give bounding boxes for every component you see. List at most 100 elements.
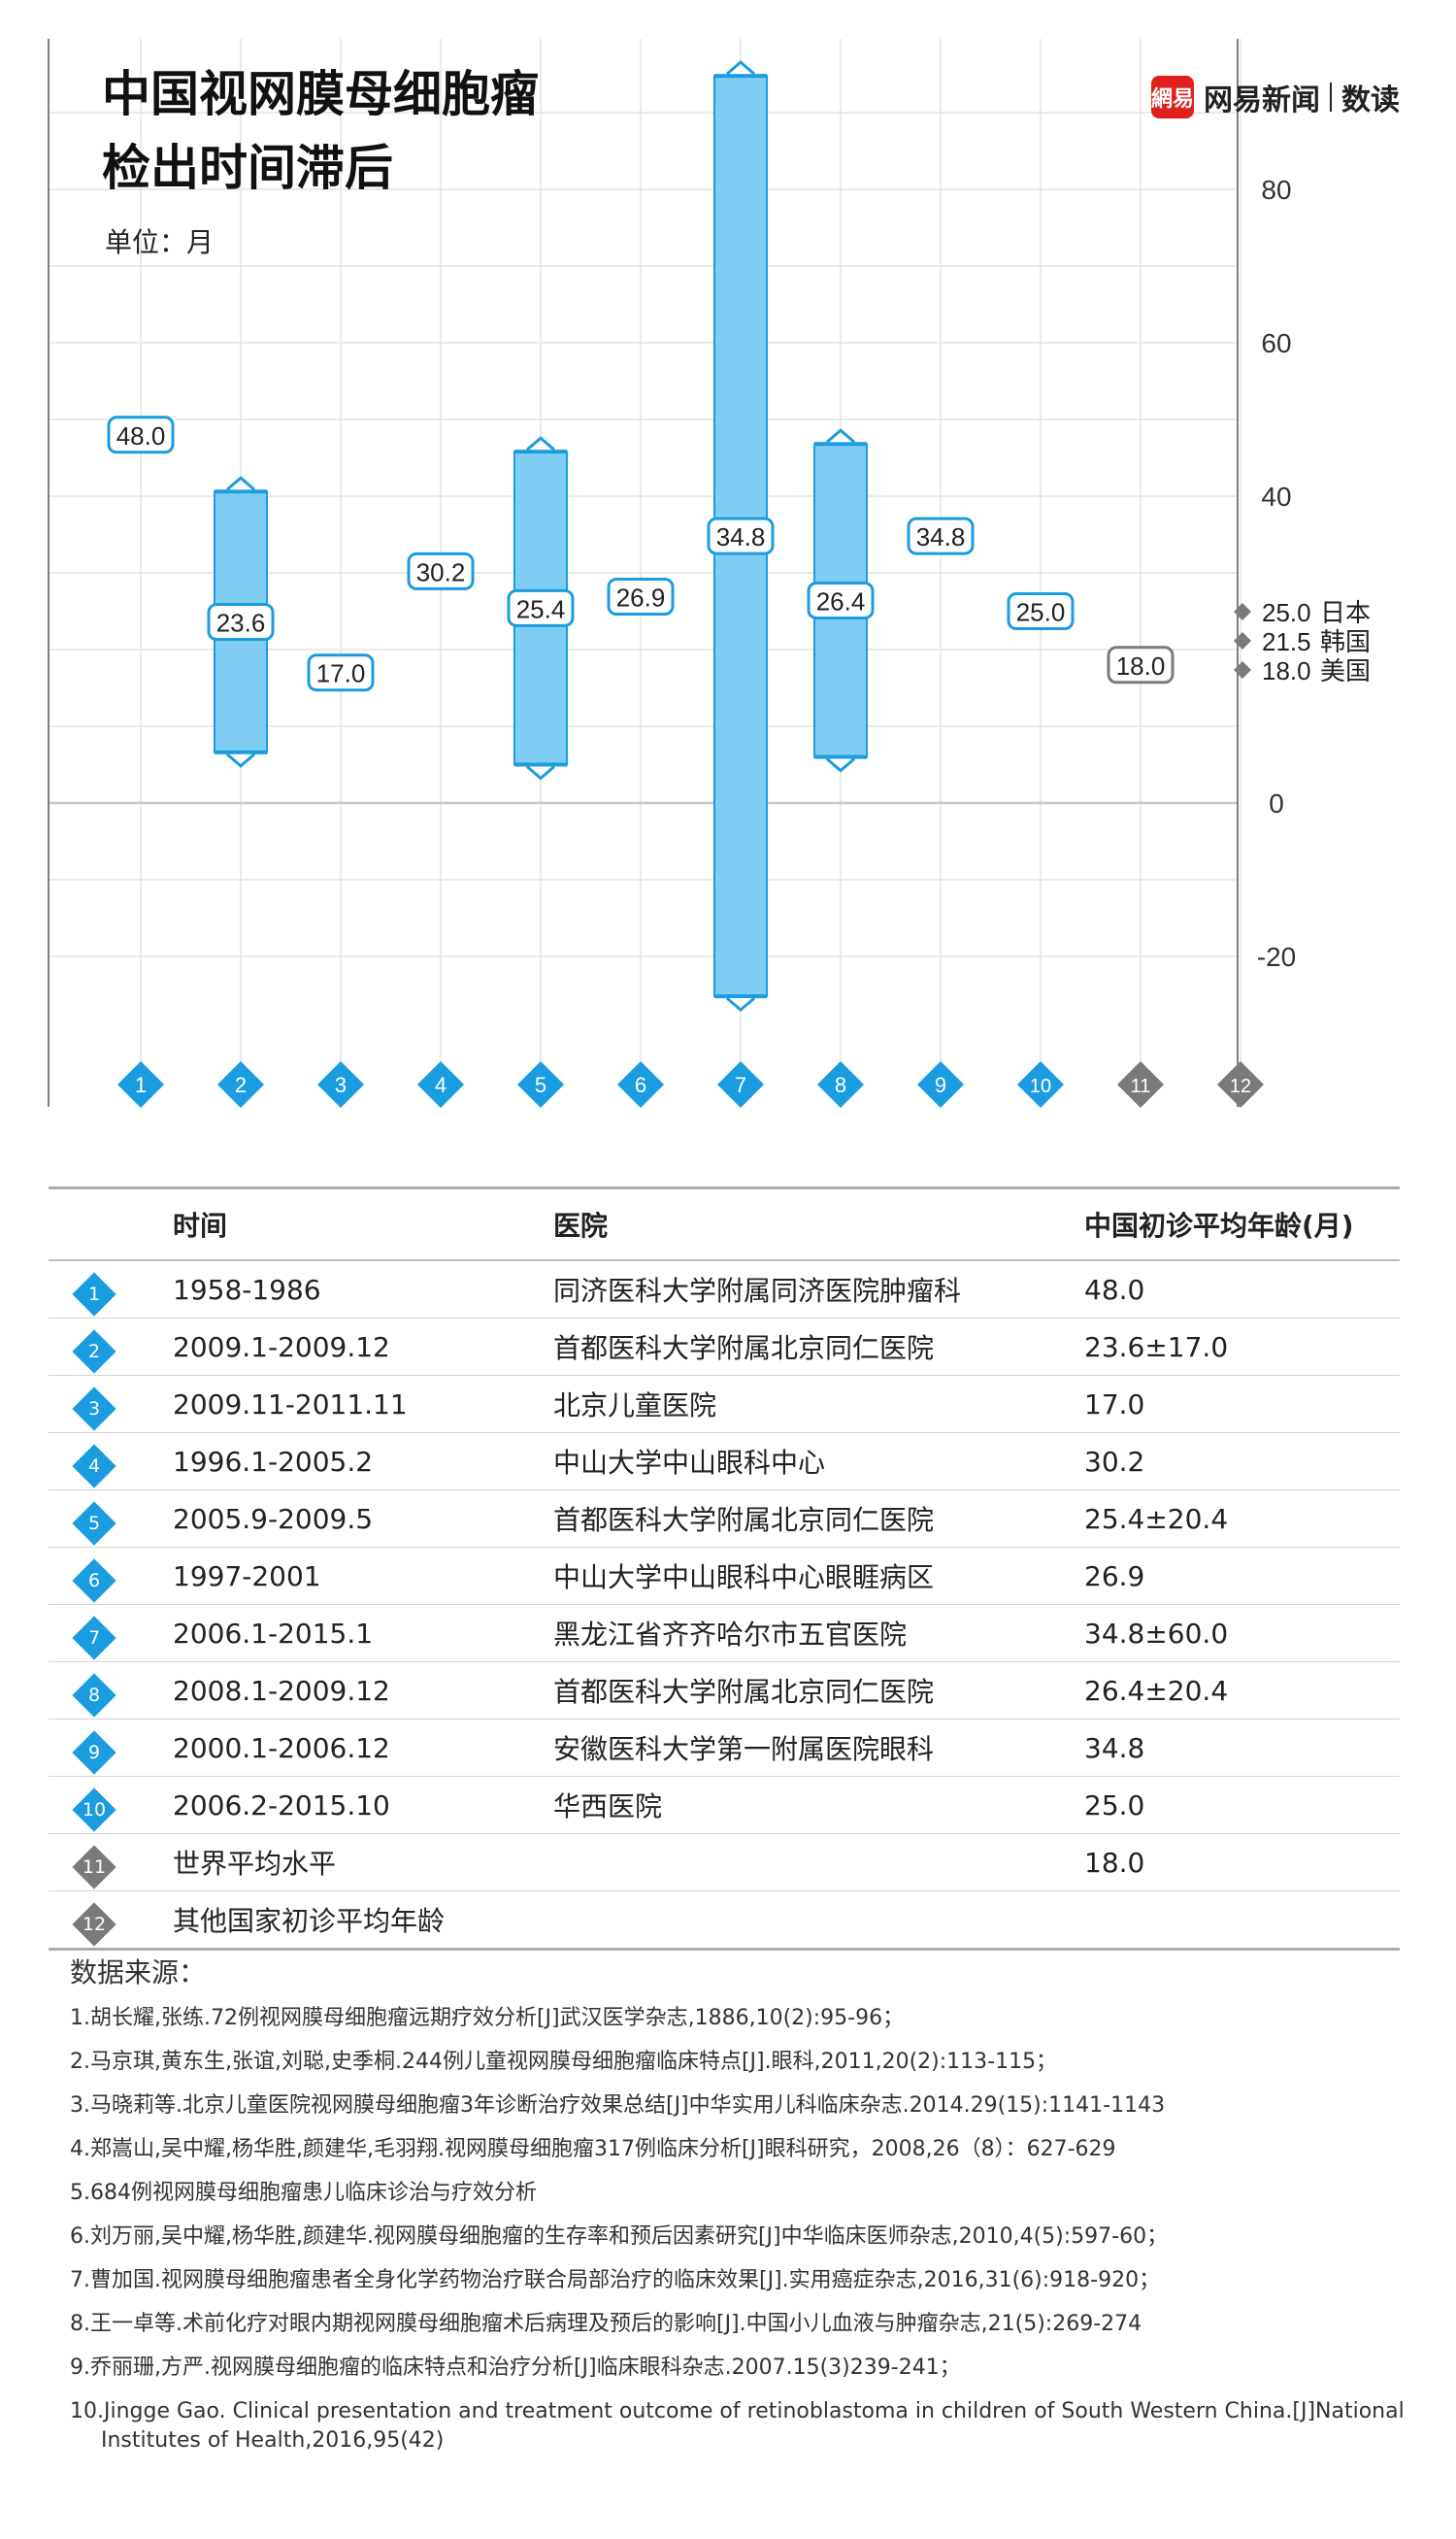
data-label-box [507,588,575,627]
row-age: 25.0 [1083,1776,1400,1834]
data-label-box [407,551,475,590]
row-hospital: 北京儿童医院 [552,1375,1083,1433]
table-row: 5 2005.9-2009.5 首都医科大学附属北京同仁医院 25.4±20.4 [49,1489,1400,1548]
category-label: 12 [1230,1076,1251,1097]
category-label: 9 [935,1073,946,1097]
range-cap-down-icon [826,757,855,773]
unit-label: 单位：月 [105,226,215,258]
table-row: 12 其他国家初诊平均年龄 [49,1890,1400,1951]
row-time: 2006.2-2015.10 [172,1776,552,1834]
row-hospital [552,1833,1083,1891]
table-header-hospital: 医院 [552,1186,1083,1261]
sources-title: 数据来源： [70,1956,207,1988]
number-badge-icon: 11 [72,1845,116,1889]
data-label: 17.0 [316,659,366,688]
badge-number: 4 [87,1455,101,1477]
category-label: 7 [735,1073,746,1097]
range-cap-up-icon [226,476,255,491]
number-badge-icon: 9 [72,1730,116,1775]
data-table: 时间 医院 中国初诊平均年龄(月) 1 1958-1986 同济医科大学附属同济… [49,1186,1400,1951]
table-header-time: 时间 [172,1186,552,1261]
category-label: 10 [1030,1076,1051,1097]
data-label-world: 18.0 [1116,651,1166,681]
badge-number: 8 [87,1685,101,1706]
table-header-badge [49,1186,172,1261]
row-badge-cell: 4 [49,1432,172,1490]
data-label: 25.4 [516,594,566,623]
range-cap-up-icon [826,428,855,444]
category-label: 5 [535,1073,546,1097]
table-row: 2 2009.1-2009.12 首都医科大学附属北京同仁医院 23.6±17.… [49,1318,1400,1376]
row-time: 1997-2001 [172,1547,552,1605]
data-label: 23.6 [216,609,266,638]
row-age: 48.0 [1083,1260,1400,1319]
number-badge-icon: 4 [72,1444,116,1488]
row-hospital: 首都医科大学附属北京同仁医院 [552,1489,1083,1548]
netease-logo-icon: 網易 [1151,76,1194,118]
category-badge-icon [917,1061,964,1108]
row-time: 世界平均水平 [172,1833,552,1891]
range-cap-down-icon [726,996,755,1013]
row-age [1083,1890,1400,1951]
row-time: 1958-1986 [172,1260,552,1319]
data-label-box [207,603,275,642]
data-label-box [307,653,375,692]
sources-section: 数据来源： 1.胡长耀,张练.72例视网膜母细胞瘤远期疗效分析[J]武汉医学杂志… [70,1952,1429,2470]
row-badge-cell: 5 [49,1489,172,1548]
table-row: 8 2008.1-2009.12 首都医科大学附属北京同仁医院 26.4±20.… [49,1661,1400,1720]
table-header-row: 时间 医院 中国初诊平均年龄(月) [49,1186,1400,1261]
source-item: 7.曹加国.视网膜母细胞瘤患者全身化学药物治疗联合局部治疗的临床效果[J].实用… [70,2268,1161,2292]
table-row: 7 2006.1-2015.1 黑龙江省齐齐哈尔市五官医院 34.8±60.0 [49,1604,1400,1662]
row-badge-cell: 1 [49,1260,172,1319]
source-item: 2.马京琪,黄东生,张谊,刘聪,史季桐.244例儿童视网膜母细胞瘤临床特点[J]… [70,2050,1058,2074]
row-age: 18.0 [1083,1833,1400,1891]
row-age: 26.9 [1083,1547,1400,1605]
data-label: 25.0 [1016,598,1066,627]
source-item: 6.刘万丽,吴中耀,杨华胜,颜建华.视网膜母细胞瘤的生存率和预后因素研究[J]中… [70,2224,1169,2249]
source-item: 5.684例视网膜母细胞瘤患儿临床诊治与疗效分析 [70,2181,537,2205]
row-badge-cell: 8 [49,1661,172,1720]
badge-number: 7 [87,1627,101,1649]
number-badge-icon: 8 [72,1673,116,1718]
country-marker-icon [1234,661,1251,679]
number-badge-icon: 6 [72,1558,116,1603]
row-age: 34.8 [1083,1719,1400,1777]
country-name: 韩国 [1320,628,1371,657]
table-row: 3 2009.11-2011.11 北京儿童医院 17.0 [49,1375,1400,1433]
row-badge-cell: 12 [49,1890,172,1951]
y-tick-label: 60 [1261,328,1291,358]
category-label: 2 [235,1073,247,1097]
table-row: 4 1996.1-2005.2 中山大学中山眼科中心 30.2 [49,1432,1400,1490]
data-label-box [607,577,675,616]
brand-name: 网易新闻 [1204,84,1320,117]
country-value: 18.0 [1262,656,1311,685]
row-badge-cell: 10 [49,1776,172,1834]
category-badge-icon [817,1061,864,1108]
row-time: 2006.1-2015.1 [172,1604,552,1662]
data-label: 30.2 [416,557,466,586]
row-hospital: 中山大学中山眼科中心眼睚病区 [552,1547,1083,1605]
row-time: 1996.1-2005.2 [172,1432,552,1490]
data-label-world-box [1107,646,1175,685]
category-label: 1 [135,1073,147,1097]
country-marker-icon [1234,603,1251,620]
row-hospital: 安徽医科大学第一附属医院眼科 [552,1719,1083,1777]
range-cap-down-icon [226,752,255,768]
category-badge-icon [717,1061,764,1108]
row-age: 23.6±17.0 [1083,1318,1400,1376]
data-label: 26.4 [816,586,866,616]
chart-title-line1: 中国视网膜母细胞瘤 [102,66,539,122]
table-row: 1 1958-1986 同济医科大学附属同济医院肿瘤科 48.0 [49,1260,1400,1319]
category-badge-icon [417,1061,464,1108]
row-hospital: 中山大学中山眼科中心 [552,1432,1083,1490]
data-label: 34.8 [916,522,966,551]
row-badge-cell: 9 [49,1719,172,1777]
number-badge-icon: 2 [72,1329,116,1374]
y-tick-label: -20 [1257,942,1296,972]
source-item: 10.Jingge Gao. Clinical presentation and… [70,2399,1405,2453]
badge-number: 2 [87,1341,101,1362]
data-label-box [807,581,875,619]
range-cap-up-icon [526,436,555,451]
category-label: 6 [635,1073,646,1097]
row-age: 30.2 [1083,1432,1400,1490]
